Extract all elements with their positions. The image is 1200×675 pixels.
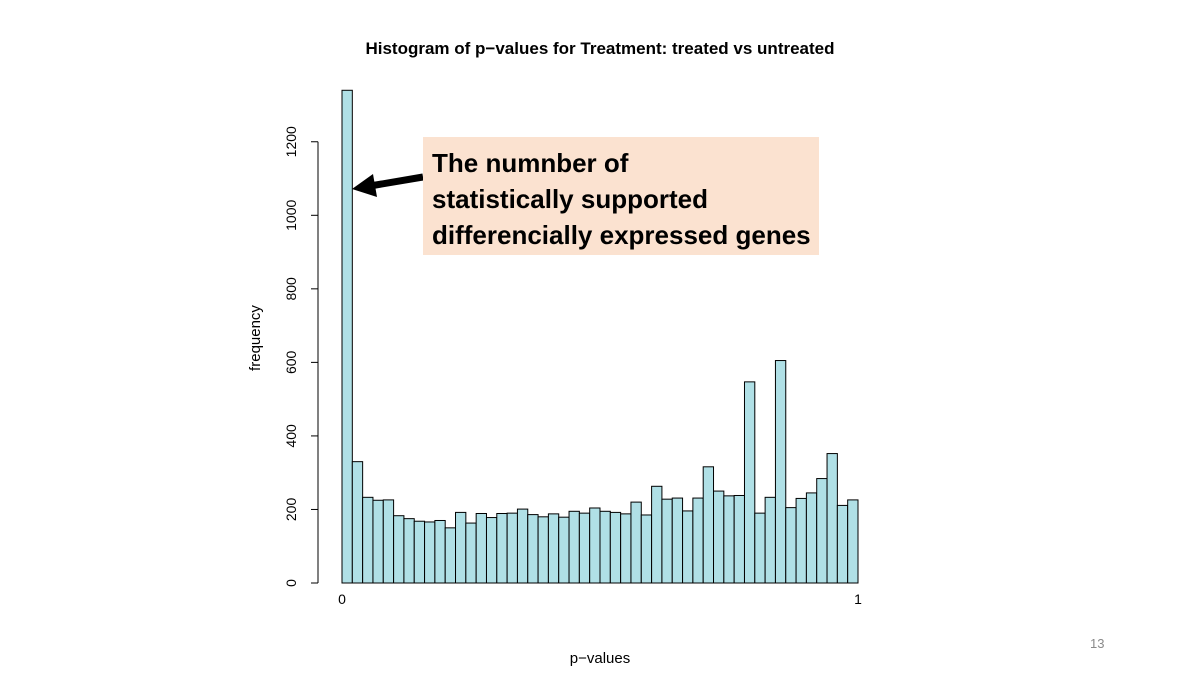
histogram-bar	[836, 504, 849, 584]
histogram-bar	[713, 490, 725, 584]
histogram-bar	[393, 515, 405, 584]
histogram-bar	[651, 485, 663, 584]
histogram-bar	[506, 512, 518, 584]
histogram-bar	[568, 510, 580, 584]
chart-title: Histogram of p−values for Treatment: tre…	[365, 39, 834, 58]
histogram-bar	[754, 512, 766, 584]
histogram-bar	[847, 499, 859, 584]
histogram-bar	[692, 497, 704, 584]
y-axis-label: frequency	[247, 305, 264, 371]
histogram-bar	[444, 527, 457, 584]
annotation-line-3: differencially expressed genes	[432, 220, 811, 250]
bars-group	[341, 89, 859, 584]
histogram-bar	[403, 518, 415, 584]
histogram-bar	[516, 508, 529, 584]
histogram-bar	[661, 498, 673, 584]
histogram-bar	[475, 513, 487, 584]
histogram-bar	[465, 522, 477, 584]
histogram-bar	[599, 510, 611, 584]
page-number: 13	[1090, 636, 1105, 651]
x-tick-label: 1	[854, 591, 862, 607]
histogram-bar	[455, 511, 467, 584]
histogram-bar	[805, 492, 818, 584]
histogram-bar	[589, 507, 601, 584]
y-axis: 0 200 400 600 800 1000 1200	[283, 126, 319, 587]
histogram-bar	[785, 507, 797, 584]
histogram-bar	[630, 501, 642, 584]
annotation-line-1: The numnber of	[432, 148, 629, 178]
histogram-bar	[485, 517, 498, 584]
y-tick-label: 1200	[283, 126, 299, 157]
histogram-bar	[434, 519, 446, 584]
histogram-bar	[682, 510, 694, 584]
histogram-bar	[341, 89, 353, 584]
histogram-bar	[609, 511, 622, 584]
y-tick-label: 600	[283, 350, 299, 374]
annotation-callout: The numnber of statistically supported d…	[423, 137, 819, 255]
y-tick-label: 800	[283, 277, 299, 301]
histogram-bar	[795, 497, 807, 584]
histogram-bar	[620, 513, 632, 584]
histogram-bar	[362, 496, 374, 584]
histogram-bar	[764, 496, 776, 584]
histogram-bar	[743, 381, 756, 584]
histogram-bar	[558, 516, 570, 584]
histogram-bar	[372, 499, 384, 584]
x-axis-label: p−values	[570, 650, 630, 667]
histogram-bar	[382, 499, 395, 584]
x-tick-label: 0	[338, 591, 346, 607]
histogram-bar	[537, 516, 549, 584]
histogram-bar	[671, 497, 684, 584]
histogram-bar	[496, 513, 508, 584]
histogram-bar	[723, 495, 735, 584]
histogram-bar	[774, 360, 787, 584]
y-tick-label: 200	[283, 498, 299, 522]
y-tick-label: 1000	[283, 200, 299, 231]
histogram-bar	[640, 514, 653, 584]
histogram-bar	[702, 466, 715, 584]
histogram-bar	[527, 514, 539, 584]
histogram-bar	[424, 521, 436, 584]
histogram-bar	[351, 461, 364, 584]
histogram-bar	[547, 513, 560, 584]
annotation-line-2: statistically supported	[432, 184, 708, 214]
histogram-bar	[826, 453, 838, 584]
histogram-bar	[733, 494, 745, 584]
y-tick-label: 400	[283, 424, 299, 448]
annotation-arrow	[352, 173, 424, 197]
histogram-bar	[413, 520, 426, 584]
histogram-bar	[578, 512, 591, 584]
histogram-bar	[816, 478, 828, 584]
y-tick-label: 0	[283, 579, 299, 587]
